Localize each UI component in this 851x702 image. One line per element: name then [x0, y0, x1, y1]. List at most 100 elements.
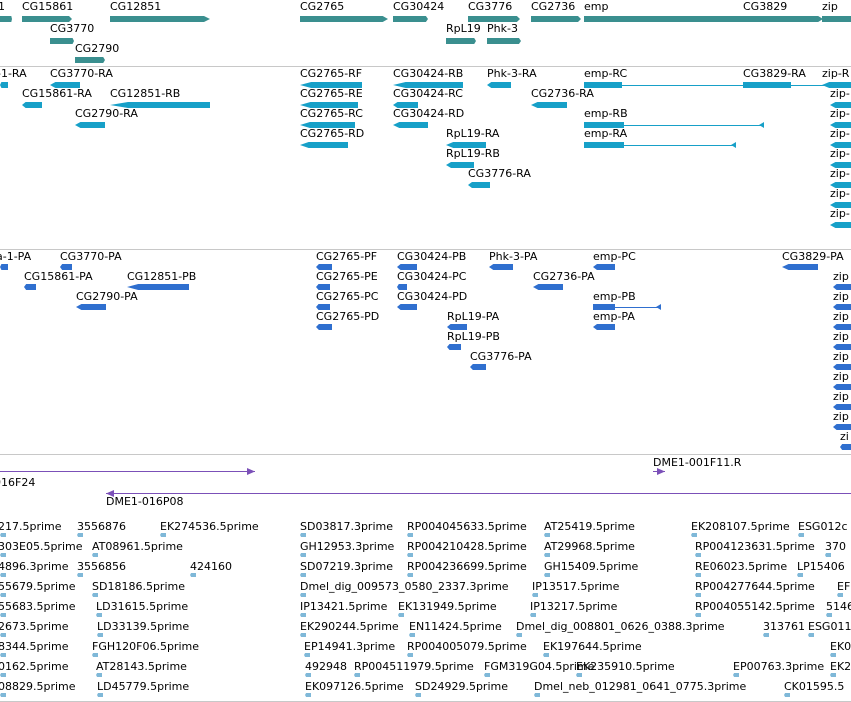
est-glyph — [530, 613, 536, 617]
transcript-glyph — [830, 102, 851, 108]
transcript-label: zip- — [830, 187, 850, 200]
est-glyph — [695, 593, 701, 597]
est-label: IP13421.5prime — [300, 600, 388, 613]
est-glyph — [398, 613, 404, 617]
contig-label: 016F24 — [0, 476, 36, 489]
transcript-label: CG3770-RA — [50, 67, 113, 80]
protein-glyph — [397, 264, 417, 270]
est-label: 313761 — [763, 620, 805, 633]
protein-glyph — [833, 284, 851, 290]
est-glyph — [407, 573, 413, 577]
est-label: 492948 — [305, 660, 347, 673]
transcript-glyph — [830, 202, 851, 208]
protein-glyph — [76, 304, 106, 310]
protein-label: zip — [833, 270, 849, 283]
protein-glyph — [833, 384, 851, 390]
transcript-label: Phk-3-RA — [487, 67, 537, 80]
transcript-glyph — [0, 82, 8, 88]
protein-label: CG30424-PB — [397, 250, 467, 263]
transcript-glyph — [830, 142, 851, 148]
est-label: EK097126.5prime — [305, 680, 404, 693]
est-label: SD07219.3prime — [300, 560, 393, 573]
est-label: IP13517.5prime — [532, 580, 620, 593]
est-glyph — [798, 533, 804, 537]
protein-label: CG3776-PA — [470, 350, 532, 363]
transcript-label: CG2765-RE — [300, 87, 363, 100]
transcript-intron-line — [624, 125, 764, 126]
protein-label: CG2765-PE — [316, 270, 378, 283]
est-glyph — [808, 633, 814, 637]
est-label: EK235910.5prime — [576, 660, 675, 673]
transcript-label: CG2790-RA — [75, 107, 138, 120]
gene-glyph — [468, 16, 520, 22]
contig-track: 016F24 DME1-001F11.R DME1-016P08 — [0, 455, 851, 511]
est-glyph — [695, 613, 701, 617]
est-glyph — [97, 633, 103, 637]
est-glyph — [415, 693, 421, 697]
protein-glyph — [316, 304, 330, 310]
gene-label: CG2736 — [531, 0, 576, 13]
est-label: AT29968.5prime — [544, 540, 635, 553]
est-label: RP004123631.5prime — [695, 540, 815, 553]
transcript-glyph — [830, 122, 851, 128]
gene-glyph — [393, 16, 428, 22]
transcript-label: CG30424-RB — [393, 67, 464, 80]
est-glyph — [300, 613, 306, 617]
est-glyph — [354, 673, 360, 677]
gene-glyph — [531, 16, 581, 22]
est-glyph — [0, 593, 6, 597]
est-label: LD31615.5prime — [96, 600, 189, 613]
est-glyph — [0, 573, 6, 577]
est-glyph — [300, 633, 306, 637]
gene-label: -1 — [0, 0, 5, 13]
est-label: 55683.5prime — [0, 600, 76, 613]
protein-label: zip — [833, 330, 849, 343]
est-glyph — [837, 593, 843, 597]
protein-end-arrow — [656, 304, 661, 310]
est-glyph — [544, 533, 550, 537]
protein-label: RpL19-PA — [447, 310, 500, 323]
transcript-label: zip- — [830, 147, 850, 160]
protein-glyph — [833, 364, 851, 370]
est-label: 8344.5prime — [0, 640, 69, 653]
protein-label: zip — [833, 390, 849, 403]
est-label: AT28143.5prime — [96, 660, 187, 673]
est-label: RP004045633.5prime — [407, 520, 527, 533]
protein-label: a-1-PA — [0, 250, 32, 263]
transcript-glyph — [300, 82, 362, 88]
protein-label: CG3829-PA — [782, 250, 844, 263]
protein-glyph — [447, 344, 461, 350]
est-label: LD33139.5prime — [97, 620, 190, 633]
est-glyph — [826, 613, 832, 617]
transcript-label: -1-RA — [0, 67, 27, 80]
est-label: SD03817.3prime — [300, 520, 393, 533]
est-glyph — [576, 673, 582, 677]
transcript-exon — [584, 142, 624, 148]
transcript-label: CG12851-RB — [110, 87, 181, 100]
transcript-label: CG2765-RF — [300, 67, 363, 80]
est-glyph — [0, 673, 6, 677]
est-glyph — [77, 573, 83, 577]
est-glyph — [784, 693, 790, 697]
est-label: LP15406 — [797, 560, 845, 573]
est-glyph — [695, 553, 701, 557]
gene-glyph — [50, 38, 74, 44]
est-glyph — [534, 693, 540, 697]
transcript-glyph — [300, 122, 355, 128]
gene-glyph — [487, 38, 521, 44]
protein-label: CG15861-PA — [24, 270, 93, 283]
est-glyph — [484, 673, 490, 677]
transcript-label: CG2765-RC — [300, 107, 363, 120]
transcript-exon — [584, 82, 622, 88]
protein-glyph — [397, 284, 407, 290]
transcript-intron-line — [622, 85, 762, 86]
protein-glyph — [833, 304, 851, 310]
transcript-intron-line — [624, 145, 736, 146]
est-glyph — [305, 693, 311, 697]
est-glyph — [305, 673, 311, 677]
gene-glyph — [822, 16, 851, 22]
protein-glyph — [316, 284, 330, 290]
est-glyph — [763, 633, 769, 637]
gene-track: -1 CG15861 CG12851 CG3770 CG2790 CG2765 CG3042… — [0, 0, 851, 66]
